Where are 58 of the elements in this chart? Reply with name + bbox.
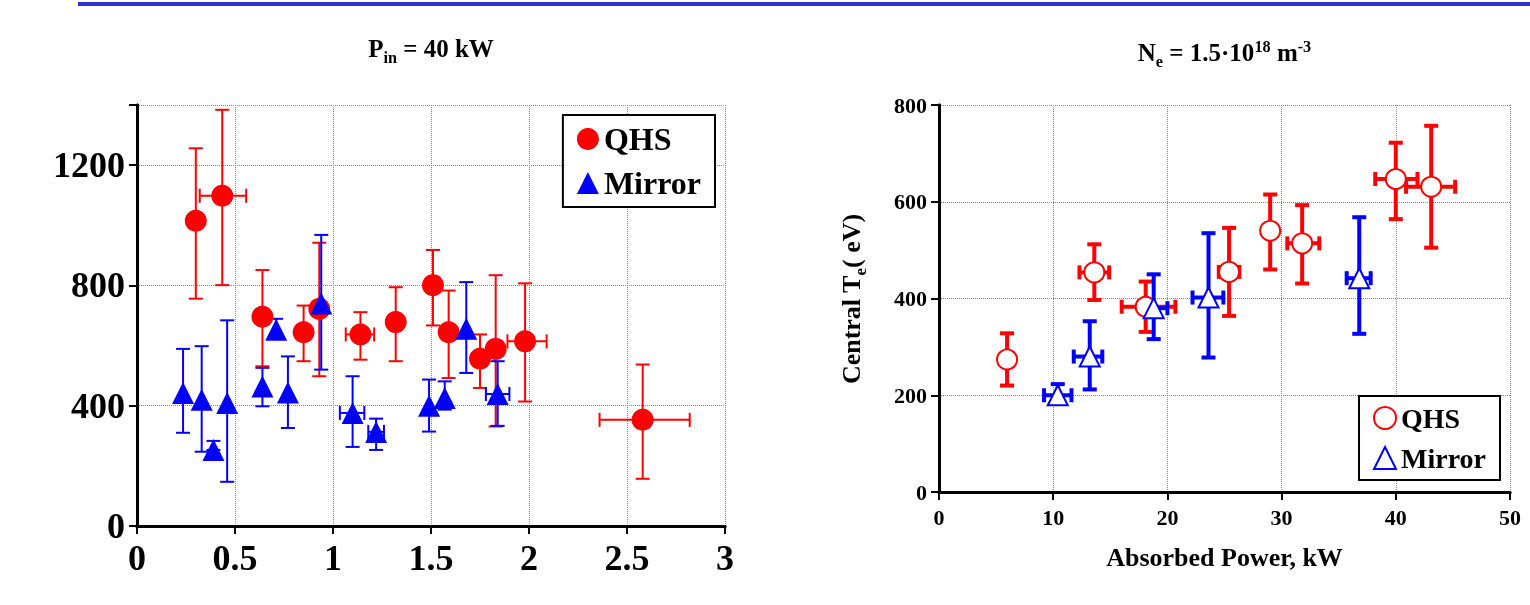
point — [1142, 297, 1165, 320]
x-tick-label: 30 — [1270, 504, 1293, 530]
y-tick-label: 1200 — [53, 145, 125, 186]
y-tick-label: 800 — [71, 265, 125, 306]
point — [349, 323, 372, 346]
x-tick-label: 10 — [1042, 504, 1065, 530]
point — [433, 386, 456, 409]
point — [1259, 219, 1282, 242]
y-tick-label: 400 — [71, 385, 125, 426]
point — [484, 337, 507, 360]
point — [216, 392, 239, 415]
point — [1046, 384, 1069, 407]
point — [437, 321, 460, 344]
x-tick-label: 3 — [716, 538, 734, 578]
x-tick-label: 1 — [324, 538, 342, 578]
point — [1384, 168, 1407, 191]
x-tick-label: 40 — [1384, 504, 1407, 530]
point — [455, 317, 478, 340]
point — [514, 330, 537, 353]
x-tick-label: 0 — [933, 504, 945, 530]
point — [184, 209, 207, 232]
y-tick-label: 600 — [894, 189, 927, 215]
chart-title: P$_{in}$ = 40 kW — [368, 35, 494, 68]
point — [276, 381, 299, 404]
y-tick-label: 200 — [894, 382, 927, 408]
x-tick-label: 1.5 — [408, 538, 454, 578]
legend-label: Mirror — [1401, 442, 1486, 474]
legend-label: QHS — [603, 121, 672, 157]
point — [211, 184, 234, 207]
legend-label: QHS — [1401, 402, 1461, 434]
point — [996, 348, 1019, 371]
x-axis-title: Absorbed Power, kW — [1106, 542, 1343, 572]
point — [631, 408, 654, 431]
point — [1197, 286, 1220, 309]
point — [251, 375, 274, 398]
point — [1291, 232, 1314, 255]
point — [190, 388, 213, 411]
point — [469, 347, 491, 370]
point — [310, 292, 333, 315]
point — [292, 321, 315, 344]
point — [251, 305, 274, 328]
point — [418, 394, 441, 417]
legend-label: Mirror — [603, 165, 701, 201]
y-tick-label: 800 — [894, 92, 927, 118]
x-tick-label: 0.5 — [212, 538, 258, 578]
point — [1083, 261, 1106, 284]
x-tick-label: 2 — [520, 538, 538, 578]
y-tick-label: 0 — [916, 479, 927, 505]
y-tick-label: 400 — [894, 286, 927, 311]
x-tick-label: 50 — [1499, 504, 1521, 530]
point — [172, 382, 195, 405]
point — [421, 274, 444, 297]
chart-title: N$_{e}$ = 1.5·10$^{18}$ m$^{-3}$ — [1137, 38, 1312, 73]
point — [384, 311, 407, 334]
point — [1078, 345, 1101, 368]
x-tick-label: 2.5 — [604, 538, 650, 578]
point — [1420, 175, 1443, 198]
x-tick-label: 20 — [1156, 504, 1179, 530]
